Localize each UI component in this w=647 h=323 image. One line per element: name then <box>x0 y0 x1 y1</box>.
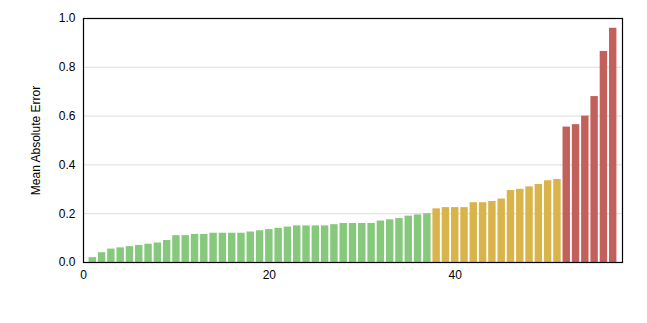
svg-text:0.6: 0.6 <box>59 109 76 123</box>
svg-text:1.0: 1.0 <box>59 11 76 25</box>
svg-text:0.2: 0.2 <box>59 207 76 221</box>
svg-text:40: 40 <box>449 268 463 282</box>
svg-text:0.8: 0.8 <box>59 60 76 74</box>
svg-text:0.0: 0.0 <box>59 255 76 269</box>
svg-text:20: 20 <box>263 268 277 282</box>
svg-text:0: 0 <box>80 268 87 282</box>
svg-text:Mean Absolute Error: Mean Absolute Error <box>29 86 43 195</box>
svg-text:0.4: 0.4 <box>59 158 76 172</box>
